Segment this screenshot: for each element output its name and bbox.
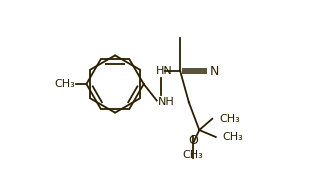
Text: CH₃: CH₃ — [54, 79, 75, 89]
Text: NH: NH — [157, 97, 174, 107]
Text: CH₃: CH₃ — [219, 114, 240, 124]
Text: CH₃: CH₃ — [223, 132, 243, 142]
Text: O: O — [188, 134, 198, 147]
Text: HN: HN — [156, 66, 173, 76]
Text: N: N — [210, 65, 219, 78]
Text: CH₃: CH₃ — [183, 150, 204, 160]
